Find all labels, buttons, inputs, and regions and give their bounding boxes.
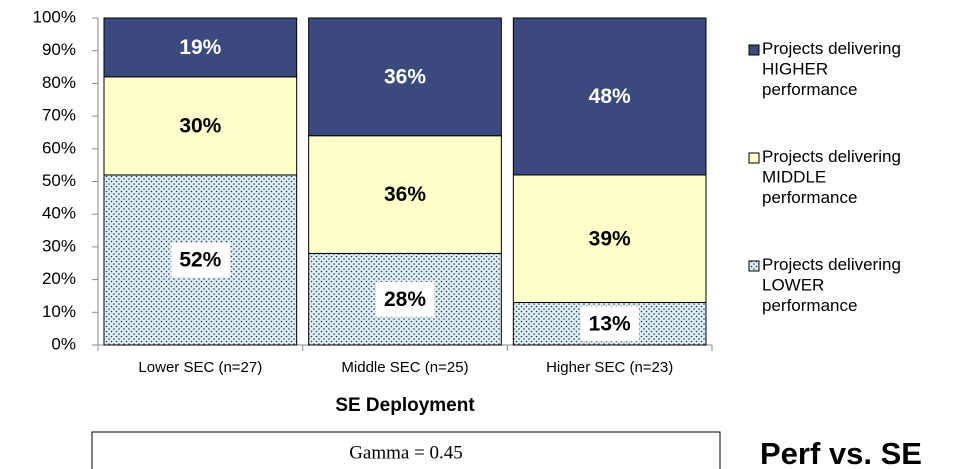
y-tick-label: 50% xyxy=(42,171,76,190)
value-label: 36% xyxy=(384,65,426,88)
annotation: Gamma = 0.45 xyxy=(349,442,463,463)
annotation: Perf vs. SE xyxy=(760,436,922,469)
value-label-bg xyxy=(171,242,230,278)
bar-segment xyxy=(512,174,707,303)
value-label: 39% xyxy=(589,227,631,250)
y-tick-label: 10% xyxy=(42,302,76,321)
legend-swatch xyxy=(748,152,760,164)
y-tick-label: 20% xyxy=(42,269,76,288)
legend-swatch xyxy=(748,44,760,56)
value-label: 52% xyxy=(179,249,221,272)
bar-segment xyxy=(308,135,502,254)
y-tick-label: 70% xyxy=(42,106,76,125)
y-tick-label: 80% xyxy=(42,73,76,92)
y-tick-label: 40% xyxy=(42,204,76,223)
x-axis-label: SE Deployment xyxy=(335,395,475,416)
bar-segment xyxy=(103,17,298,78)
bar-segment xyxy=(512,17,707,176)
annotation-box xyxy=(91,431,721,469)
y-tick-label: 100% xyxy=(33,7,76,26)
bar-segment xyxy=(103,76,298,176)
value-label: 30% xyxy=(179,114,221,137)
value-label-bg xyxy=(375,281,435,317)
bar-segment xyxy=(308,17,502,137)
x-tick-label: Middle SEC (n=25) xyxy=(341,359,468,376)
x-tick-label: Lower SEC (n=27) xyxy=(138,359,262,376)
value-label: 13% xyxy=(589,312,631,335)
legend-label: Projects delivering HIGHER performance xyxy=(762,39,901,99)
value-label-bg xyxy=(580,306,640,342)
value-label: 48% xyxy=(589,85,631,108)
y-tick-label: 0% xyxy=(51,334,76,353)
value-label: 19% xyxy=(179,36,221,59)
legend-swatch xyxy=(748,260,760,272)
x-tick-label: Higher SEC (n=23) xyxy=(546,359,673,376)
y-tick-label: 60% xyxy=(42,138,76,157)
legend-label: Projects delivering MIDDLE performance xyxy=(762,147,901,207)
value-label: 28% xyxy=(384,288,426,311)
value-label: 36% xyxy=(384,183,426,206)
y-tick-label: 90% xyxy=(42,40,76,59)
y-tick-label: 30% xyxy=(42,236,76,255)
legend-label: Projects delivering LOWER performance xyxy=(762,255,901,315)
